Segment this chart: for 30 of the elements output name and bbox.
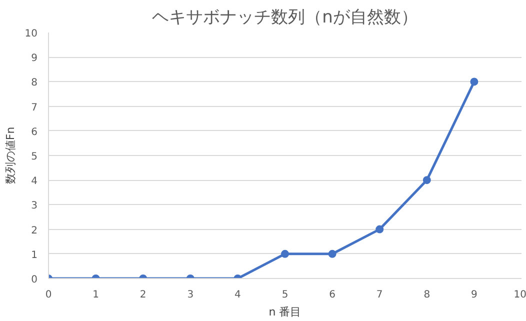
- point: [328, 250, 336, 258]
- x-tick-label: 7: [376, 290, 383, 300]
- y-axis-title: 数列の値Fn: [4, 126, 17, 184]
- y-tick-label: 2: [31, 225, 38, 236]
- y-tick-label: 4: [31, 176, 38, 188]
- y-tick-label: 10: [24, 28, 38, 40]
- x-tick-label: 8: [424, 290, 430, 300]
- point: [281, 250, 289, 258]
- y-tick-label: 3: [31, 200, 38, 212]
- x-tick-label: 4: [234, 290, 241, 300]
- x-tick-label: 1: [92, 290, 99, 300]
- y-tick-label: 6: [31, 126, 38, 138]
- y-tick-label: 1: [31, 250, 38, 261]
- x-tick-label: 6: [329, 290, 336, 300]
- x-tick-label: 10: [514, 290, 526, 300]
- y-tick-label: 9: [31, 53, 38, 64]
- point: [376, 225, 384, 234]
- y-tick-label: 0: [31, 274, 38, 286]
- x-tick-label: 9: [471, 290, 478, 300]
- y-tick-label: 8: [31, 78, 38, 89]
- chart-title: ヘキサボナッチ数列（nが自然数）: [152, 8, 418, 28]
- x-axis-title: n 番目: [268, 306, 302, 318]
- x-tick-label: 3: [187, 290, 194, 300]
- point: [470, 78, 478, 86]
- y-tick-label: 5: [31, 152, 38, 162]
- x-tick-label: 5: [282, 290, 288, 300]
- point: [422, 176, 431, 184]
- y-tick-label: 7: [31, 102, 38, 114]
- x-tick-label: 0: [45, 290, 52, 300]
- x-tick-label: 2: [140, 290, 146, 300]
